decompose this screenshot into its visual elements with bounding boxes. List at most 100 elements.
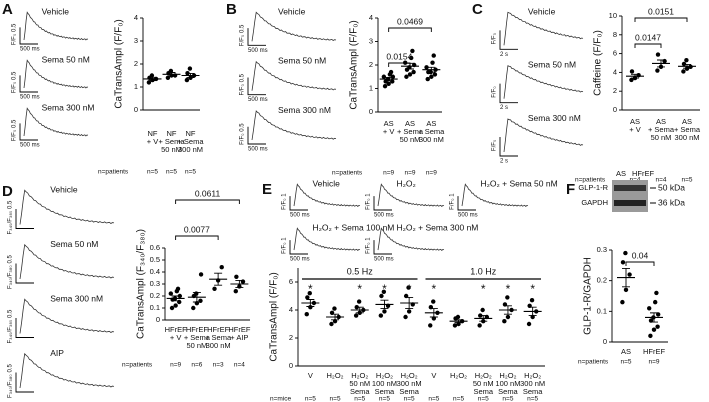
data-point — [681, 61, 687, 67]
data-point — [431, 299, 436, 304]
category-label: H₂O₂ — [499, 371, 516, 380]
trace-label: Vehicle — [312, 178, 340, 188]
n-value: n=5 — [681, 177, 692, 184]
n-value: n=9 — [426, 170, 437, 177]
trace-label: Sema 50 nM — [42, 54, 90, 64]
data-point — [149, 73, 155, 78]
y-tick-label: 4 — [369, 13, 373, 22]
scale-y-label: F/F₀ 0.5 — [240, 73, 246, 95]
data-point — [305, 295, 310, 300]
trace-label: Sema 50 nM — [50, 239, 98, 249]
category-label: + Sema — [648, 125, 675, 134]
significance-star: * — [506, 282, 511, 296]
n-value: n=5 — [428, 396, 439, 402]
trace — [19, 189, 115, 225]
data-point — [452, 323, 458, 328]
category-label: Sema — [350, 387, 370, 396]
y-tick-label: 10 — [609, 11, 617, 20]
scale-y-label: F/F₀ 1 — [366, 237, 372, 254]
data-point — [429, 74, 434, 79]
significance-star: * — [530, 282, 535, 296]
data-point — [406, 285, 411, 290]
significance-star: * — [382, 282, 387, 296]
data-point — [647, 306, 652, 311]
data-point — [654, 290, 659, 296]
band-label: GAPDH — [581, 198, 608, 207]
y-tick-label: 0 — [156, 315, 160, 324]
scale-x-label: 500 ms — [374, 257, 394, 263]
n-label: n=patients — [578, 359, 609, 366]
n-value: n=4 — [655, 177, 666, 184]
category-label: + Sema — [418, 127, 445, 136]
scale-y-label: F/F₀ — [492, 32, 498, 44]
scale-x-label: 500 ms — [290, 213, 310, 219]
error-bar — [384, 77, 393, 82]
scale-x-label: 500 ms — [290, 257, 310, 263]
category-label: + V — [383, 127, 394, 136]
group-label: 1.0 Hz — [470, 266, 497, 276]
y-axis-label: CaTransAmpl (F/F₀) — [114, 19, 125, 108]
trace — [251, 60, 337, 91]
data-point — [356, 299, 362, 304]
scale-y-label: F₃₄₀/F₃₈₀ 0.5 — [8, 309, 14, 343]
data-point — [173, 303, 178, 308]
scale-x-label: 500 ms — [20, 47, 40, 53]
error-bar — [186, 72, 195, 79]
scale-x-label: 500 ms — [248, 97, 268, 103]
n-value: n=3 — [213, 362, 224, 369]
category-label: + Sema — [205, 333, 232, 342]
y-tick-label: 2 — [369, 60, 373, 69]
y-tick-label: 6 — [289, 277, 293, 286]
data-point — [636, 73, 641, 78]
category-label: H₂O₂ — [327, 371, 344, 380]
category-label: 100 nM — [495, 379, 520, 388]
y-tick-label: 0.1 — [150, 303, 160, 312]
n-value: n=5 — [305, 396, 316, 402]
error-bar — [631, 73, 639, 79]
category-label: + Sema — [184, 333, 211, 342]
n-value: n=9 — [404, 170, 415, 177]
category-label: 100 nM — [372, 379, 397, 388]
trace — [377, 183, 445, 207]
error-bar — [235, 279, 244, 289]
error-bar — [427, 66, 436, 73]
trace — [23, 11, 89, 41]
data-point — [386, 81, 391, 87]
n-value: n=9 — [383, 170, 394, 177]
category-label: + Sema — [674, 125, 701, 134]
category-label: Sema — [399, 387, 419, 396]
category-label: H₂O₂ — [376, 371, 393, 380]
comparison-bracket — [388, 62, 411, 67]
data-point — [651, 327, 657, 332]
data-point — [410, 48, 415, 54]
data-point — [424, 65, 429, 70]
panel-letter: E — [262, 181, 272, 198]
data-point — [505, 295, 510, 300]
data-point — [623, 287, 629, 293]
scale-bar — [19, 27, 38, 45]
scale-y-label: F/F₀ — [492, 139, 498, 151]
y-tick-label: 6 — [613, 49, 617, 58]
lane-label: HFrEF — [632, 169, 654, 178]
category-label: 300 nM — [419, 135, 444, 144]
category-label: NF — [167, 129, 177, 138]
data-point — [432, 72, 438, 77]
scale-bar — [15, 317, 34, 338]
category-label: HFrEF — [228, 325, 250, 334]
scale-bar — [457, 196, 476, 211]
data-point — [146, 80, 152, 85]
n-value: n=5 — [502, 396, 513, 402]
data-point — [378, 313, 384, 318]
y-tick-label: 4 — [134, 13, 138, 22]
n-value: n=9 — [170, 362, 181, 369]
panel-letter: D — [2, 183, 13, 200]
scale-y-label: F₃₄₀/F₃₈₀ 0.5 — [8, 255, 14, 289]
y-tick-label: 2 — [613, 86, 617, 95]
scale-y-label: F/F₀ 0.5 — [12, 71, 18, 93]
category-label: AS — [426, 119, 436, 128]
error-bar — [171, 295, 180, 302]
data-point — [431, 53, 436, 58]
error-bar — [479, 315, 488, 322]
p-value: 0.0147 — [635, 32, 661, 42]
error-bar — [503, 305, 512, 315]
